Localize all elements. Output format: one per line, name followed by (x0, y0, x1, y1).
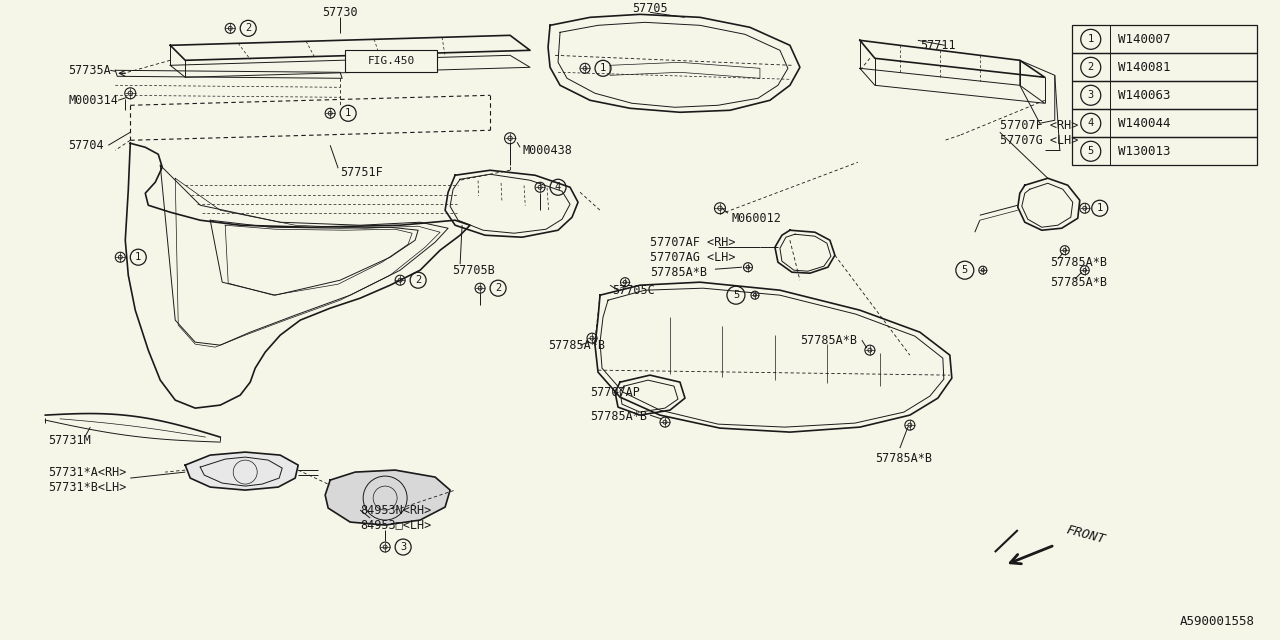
Text: W140007: W140007 (1117, 33, 1170, 46)
Text: 57707AG <LH>: 57707AG <LH> (650, 251, 736, 264)
Bar (1071, 53, 1257, 81)
Text: 57707F <RH>: 57707F <RH> (1000, 119, 1078, 132)
Text: 2: 2 (1088, 62, 1094, 72)
Text: 1: 1 (136, 252, 141, 262)
Text: 84953N<RH>: 84953N<RH> (360, 504, 431, 516)
Text: 57785A*B: 57785A*B (1050, 256, 1107, 269)
Text: W140063: W140063 (1117, 89, 1170, 102)
Text: 57731M: 57731M (49, 434, 91, 447)
Text: 57785A*B: 57785A*B (874, 452, 932, 465)
Text: 57785A*B: 57785A*B (590, 410, 646, 422)
Bar (1071, 26, 1257, 53)
Text: 4: 4 (1088, 118, 1094, 128)
Text: W140044: W140044 (1117, 116, 1170, 130)
Text: 57707G <LH>: 57707G <LH> (1000, 134, 1078, 147)
Text: 1: 1 (346, 108, 351, 118)
Text: 1: 1 (1088, 35, 1094, 44)
Text: A590001558: A590001558 (1180, 615, 1254, 628)
Bar (1071, 109, 1257, 137)
Polygon shape (325, 470, 451, 525)
Text: 57704: 57704 (68, 139, 104, 152)
Text: 57707AF <RH>: 57707AF <RH> (650, 236, 736, 249)
Text: 57705C: 57705C (612, 284, 655, 297)
Text: 2: 2 (495, 283, 502, 293)
Text: 3: 3 (401, 542, 406, 552)
Text: W130013: W130013 (1117, 145, 1170, 157)
Text: 3: 3 (1088, 90, 1094, 100)
Text: 57751F: 57751F (340, 166, 383, 179)
Text: 4: 4 (556, 182, 561, 192)
Text: 1: 1 (1097, 204, 1103, 213)
Bar (1071, 81, 1257, 109)
Text: 57705: 57705 (632, 2, 668, 15)
Bar (1071, 137, 1257, 165)
Text: FIG.450: FIG.450 (367, 56, 415, 67)
Text: 57731*A<RH>: 57731*A<RH> (49, 465, 127, 479)
Text: 57735A: 57735A (68, 64, 111, 77)
Text: 5: 5 (733, 290, 739, 300)
Text: 57705B: 57705B (452, 264, 495, 276)
Text: 5: 5 (1088, 147, 1094, 156)
Text: FRONT: FRONT (1065, 524, 1107, 547)
Text: W140081: W140081 (1117, 61, 1170, 74)
Text: 57785A*B: 57785A*B (650, 266, 707, 278)
Text: 57785A*B: 57785A*B (800, 333, 856, 347)
Text: M060012: M060012 (732, 212, 782, 225)
Text: 57785A*B: 57785A*B (1050, 276, 1107, 289)
Text: 57731*B<LH>: 57731*B<LH> (49, 481, 127, 493)
Text: M000438: M000438 (522, 144, 572, 157)
Text: 57730: 57730 (323, 6, 358, 19)
Text: 2: 2 (244, 23, 251, 33)
Text: 57785A*B: 57785A*B (548, 339, 605, 351)
Text: 84953□<LH>: 84953□<LH> (360, 518, 431, 532)
Text: 1: 1 (600, 63, 607, 74)
Bar (346, 51, 436, 72)
Text: M000314: M000314 (68, 94, 118, 107)
Text: 57711: 57711 (920, 39, 955, 52)
Text: 57707AP: 57707AP (590, 386, 640, 399)
Text: 2: 2 (415, 275, 421, 285)
Text: 5: 5 (961, 265, 968, 275)
Polygon shape (186, 452, 298, 490)
